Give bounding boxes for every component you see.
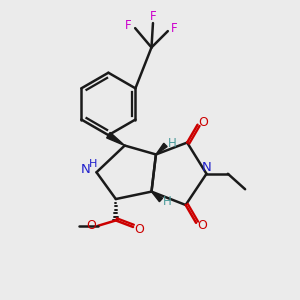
Text: N: N xyxy=(202,161,211,174)
Text: O: O xyxy=(86,219,96,232)
Text: H: H xyxy=(163,195,172,208)
Polygon shape xyxy=(106,132,125,146)
Polygon shape xyxy=(156,143,167,155)
Text: H: H xyxy=(168,137,176,150)
Text: O: O xyxy=(199,116,208,129)
Text: F: F xyxy=(171,22,178,35)
Polygon shape xyxy=(152,192,163,202)
Text: N: N xyxy=(80,163,90,176)
Text: O: O xyxy=(197,219,207,232)
Text: F: F xyxy=(150,10,156,23)
Text: F: F xyxy=(125,19,132,32)
Text: O: O xyxy=(134,223,144,236)
Text: H: H xyxy=(89,159,97,169)
